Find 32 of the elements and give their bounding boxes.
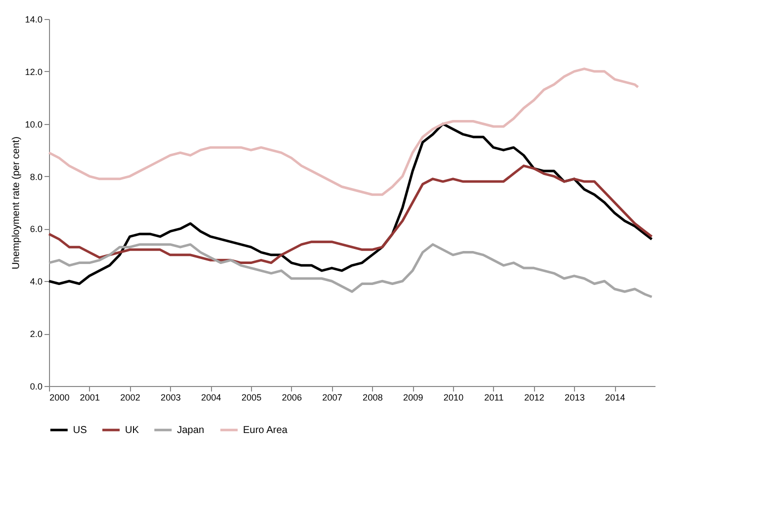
line-series xyxy=(48,122,654,286)
x-tick-label: 2011 xyxy=(484,392,504,402)
x-tick-label: 2006 xyxy=(282,392,302,402)
y-tick-label: 6.0 xyxy=(30,224,42,234)
y-tick-label: 14.0 xyxy=(24,14,42,24)
x-tick-label: 2004 xyxy=(201,392,222,402)
x-tick-label: 2008 xyxy=(362,392,383,402)
y-tick-label: 10.0 xyxy=(24,119,42,130)
y-tick-label: 2.0 xyxy=(30,329,42,340)
y-tick-label: 4.0 xyxy=(30,276,42,287)
y-tick-label: 12.0 xyxy=(24,66,42,77)
x-tick-label: 2005 xyxy=(241,392,262,402)
line-series xyxy=(48,243,654,298)
y-axis-title: Unemployment rate (per cent) xyxy=(10,136,22,270)
x-tick-label: 2007 xyxy=(322,392,342,402)
y-tick-label: 8.0 xyxy=(30,172,42,182)
x-tick-label: 2010 xyxy=(443,392,464,402)
line-series xyxy=(48,68,640,196)
x-tick-label: 2012 xyxy=(524,392,544,402)
legend-label: Euro Area xyxy=(243,425,288,436)
x-tick-label: 2014 xyxy=(605,392,626,402)
x-tick-label: 2009 xyxy=(403,392,424,402)
x-tick-label: 2000 xyxy=(50,392,70,402)
x-tick-label: 2001 xyxy=(80,392,100,402)
legend-label: UK xyxy=(125,425,140,436)
y-tick-label: 0.0 xyxy=(30,382,42,392)
x-tick-label: 2003 xyxy=(160,392,181,402)
line-series xyxy=(48,164,654,264)
x-tick-label: 2013 xyxy=(564,392,585,402)
legend-label: US xyxy=(73,425,88,436)
legend-label: Japan xyxy=(177,425,204,436)
x-tick-label: 2002 xyxy=(120,392,140,402)
